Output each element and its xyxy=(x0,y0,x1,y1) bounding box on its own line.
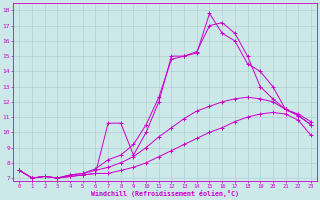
X-axis label: Windchill (Refroidissement éolien,°C): Windchill (Refroidissement éolien,°C) xyxy=(91,190,239,197)
